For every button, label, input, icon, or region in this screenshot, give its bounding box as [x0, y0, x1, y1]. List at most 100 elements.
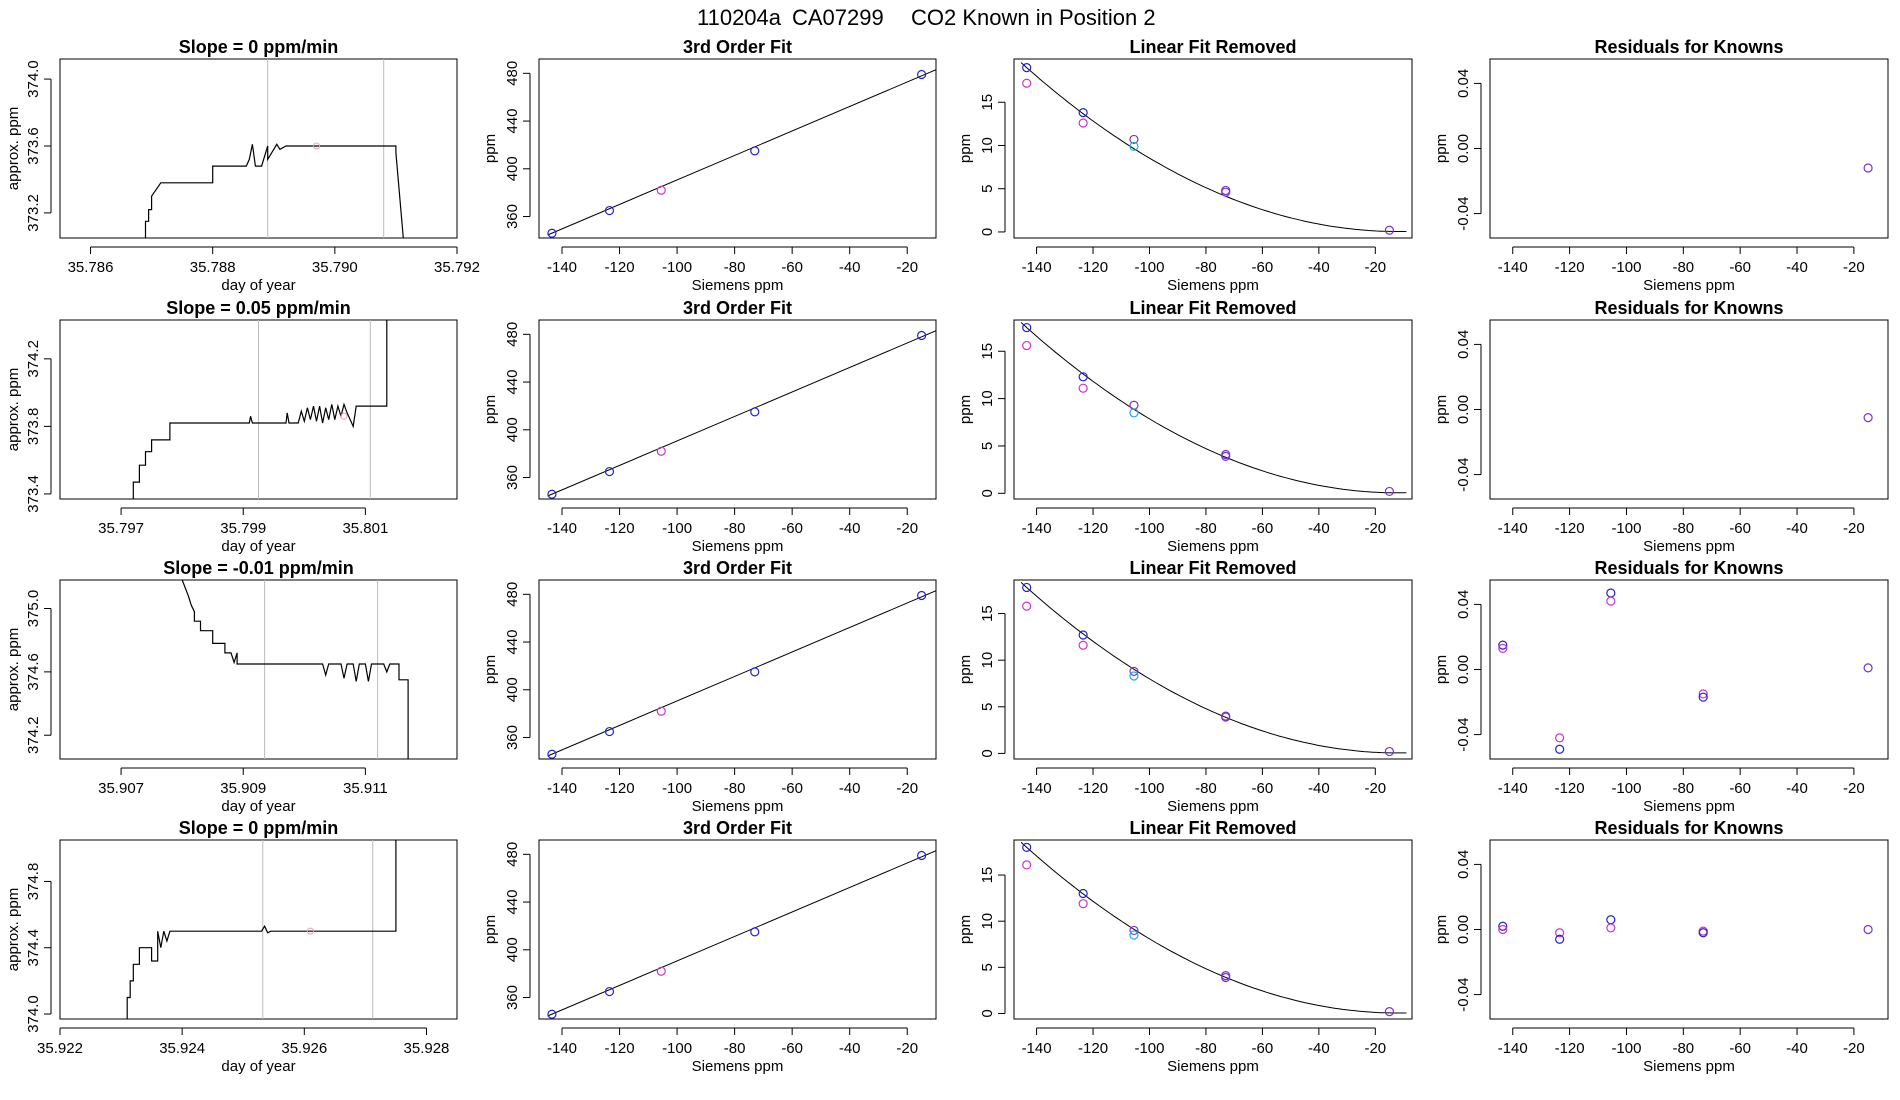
plot-frame	[538, 839, 937, 1020]
x-tick-label: -20	[1843, 780, 1865, 797]
x-axis-label: Siemens ppm	[692, 277, 784, 294]
x-tick-label: -120	[605, 1040, 635, 1057]
panel-removed-2: Linear Fit Removed -140 -120 -100 -80 -60 -40 -…	[957, 558, 1413, 815]
data-point	[1221, 972, 1231, 983]
panel-title: 3rd Order Fit	[683, 818, 792, 838]
data-point	[1129, 408, 1139, 418]
data-point	[604, 466, 615, 477]
plot-frame	[538, 319, 937, 500]
data-point	[547, 749, 557, 759]
x-tick-label: -20	[896, 780, 918, 797]
plot-frame	[59, 839, 458, 1020]
y-axis-label: approx. ppm	[5, 107, 22, 190]
data-point	[917, 850, 927, 861]
figure-title-caption: CO2 Known in Position 2	[911, 5, 1156, 30]
fit-curve	[1020, 62, 1407, 232]
x-tick-label: 35.797	[98, 520, 144, 537]
y-axis-label: ppm	[482, 915, 499, 944]
data-point	[1022, 322, 1032, 333]
y-tick-label: 375.0	[25, 590, 42, 628]
data-point	[1606, 915, 1616, 925]
x-axis-label: Siemens ppm	[692, 538, 784, 555]
y-tick-label: 10	[979, 390, 996, 407]
x-tick-label: -80	[724, 780, 746, 797]
y-axis-label: ppm	[957, 655, 974, 684]
y-tick-label: 400	[504, 156, 521, 181]
y-tick-label: 5	[979, 442, 996, 450]
data-point	[604, 205, 615, 216]
y-axis-label: ppm	[957, 395, 974, 424]
data-point	[917, 590, 927, 601]
plot-area	[1498, 915, 1873, 944]
x-tick-label: -140	[547, 780, 577, 797]
y-axis-label: ppm	[1433, 655, 1450, 684]
data-point	[1698, 692, 1708, 702]
plot-area	[132, 320, 388, 499]
x-tick-label: -60	[781, 259, 803, 276]
x-tick-label: 35.926	[281, 1040, 327, 1057]
x-tick-label: -140	[1498, 259, 1528, 276]
y-tick-label: 0.00	[1455, 655, 1472, 684]
data-point	[750, 667, 760, 677]
x-tick-label: -100	[662, 780, 692, 797]
data-point	[1555, 934, 1565, 944]
y-tick-label: 360	[504, 204, 521, 229]
data-point	[604, 986, 615, 997]
x-tick-label: -80	[724, 1040, 746, 1057]
plot-area	[126, 840, 397, 1019]
data-point	[1078, 630, 1088, 640]
data-point	[1698, 689, 1708, 699]
y-axis-label: ppm	[957, 134, 974, 163]
data-point	[1078, 383, 1088, 393]
x-tick-label: -140	[1498, 520, 1528, 537]
x-tick-label: -120	[1555, 520, 1585, 537]
data-point	[1022, 860, 1032, 870]
plot-frame	[59, 58, 458, 239]
data-point	[656, 706, 666, 716]
y-tick-label: 0	[979, 749, 996, 757]
y-tick-label: 480	[504, 322, 521, 347]
x-tick-label: -40	[839, 1040, 861, 1057]
y-tick-label: 374.2	[25, 716, 42, 754]
x-tick-label: -140	[1022, 1040, 1052, 1057]
x-tick-label: -40	[839, 520, 861, 537]
plot-area	[1020, 582, 1407, 757]
y-tick-label: -0.04	[1455, 977, 1472, 1011]
data-point	[1078, 888, 1088, 899]
x-tick-label: -80	[724, 520, 746, 537]
x-tick-label: -100	[662, 520, 692, 537]
trace-series-line	[132, 320, 388, 499]
data-point	[750, 407, 760, 417]
data-point	[1384, 486, 1395, 497]
data-point	[1022, 582, 1032, 593]
y-tick-label: 400	[504, 937, 521, 962]
data-point	[917, 69, 927, 80]
y-tick-label: 10	[979, 913, 996, 930]
panel-title: 3rd Order Fit	[683, 298, 792, 318]
x-tick-label: -100	[1134, 1040, 1164, 1057]
x-tick-label: 35.786	[68, 259, 114, 276]
y-tick-label: 373.2	[25, 194, 42, 232]
x-tick-label: -100	[662, 259, 692, 276]
x-tick-label: -140	[1022, 780, 1052, 797]
panel-resid-1: Residuals for Knowns -140 -120 -100 -80 -60 -4…	[1433, 298, 1889, 555]
x-tick-label: -120	[1555, 780, 1585, 797]
y-tick-label: 374.8	[25, 863, 42, 901]
data-point	[1863, 663, 1873, 673]
x-tick-label: -60	[1729, 1040, 1751, 1057]
data-point	[1606, 596, 1616, 606]
y-tick-label: 0.00	[1455, 395, 1472, 424]
data-point	[1498, 640, 1508, 650]
panel-resid-2: Residuals for Knowns -140 -120 -100 -80 -60 -4…	[1433, 558, 1889, 815]
y-tick-label: 373.6	[25, 127, 42, 165]
x-tick-label: 35.792	[434, 259, 480, 276]
x-tick-label: -20	[896, 259, 918, 276]
y-tick-label: 15	[979, 94, 996, 111]
x-tick-label: -100	[1611, 520, 1641, 537]
data-point	[1863, 924, 1873, 935]
y-tick-label: 480	[504, 582, 521, 607]
x-axis-label: Siemens ppm	[1167, 277, 1259, 294]
x-tick-label: -20	[1364, 1040, 1386, 1057]
trace-series-line	[126, 840, 397, 1019]
panel-fit-3: 3rd Order Fit -140 -120 -100 -80 -60 -40 -20 Sie…	[482, 818, 937, 1075]
